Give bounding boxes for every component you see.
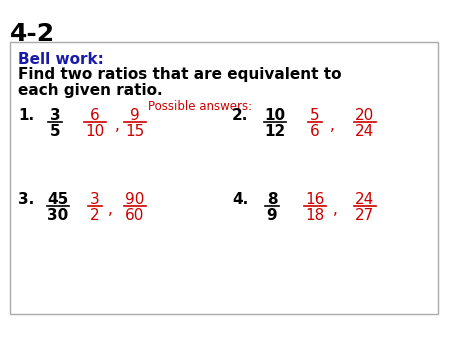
Text: Bell work:: Bell work: (18, 52, 104, 67)
Text: 6: 6 (90, 108, 100, 123)
Text: 5: 5 (50, 124, 60, 139)
Text: 8: 8 (267, 192, 277, 207)
Text: 1.: 1. (18, 108, 34, 123)
Text: each given ratio.: each given ratio. (18, 83, 162, 98)
Text: 16: 16 (305, 192, 325, 207)
Text: 12: 12 (265, 124, 286, 139)
Text: ,: , (333, 202, 338, 217)
Text: 2.: 2. (232, 108, 248, 123)
Text: 24: 24 (356, 124, 374, 139)
Text: 3.: 3. (18, 192, 34, 207)
Text: 4-2: 4-2 (10, 22, 55, 46)
Text: 45: 45 (47, 192, 68, 207)
Text: 6: 6 (310, 124, 320, 139)
Text: 2: 2 (90, 208, 100, 223)
Text: 30: 30 (47, 208, 68, 223)
Text: ,: , (108, 202, 113, 217)
Text: 27: 27 (356, 208, 374, 223)
Text: 3: 3 (90, 192, 100, 207)
Text: 10: 10 (265, 108, 286, 123)
Text: ,: , (330, 118, 335, 133)
Text: 20: 20 (356, 108, 374, 123)
Text: ,: , (115, 118, 120, 133)
Text: 9: 9 (267, 208, 277, 223)
Text: 24: 24 (356, 192, 374, 207)
Text: 60: 60 (125, 208, 145, 223)
Text: 18: 18 (306, 208, 324, 223)
FancyBboxPatch shape (10, 42, 438, 314)
Text: 90: 90 (125, 192, 145, 207)
Text: 10: 10 (86, 124, 104, 139)
Text: 3: 3 (50, 108, 60, 123)
Text: 5: 5 (310, 108, 320, 123)
Text: 15: 15 (126, 124, 144, 139)
Text: Possible answers:: Possible answers: (148, 100, 252, 113)
Text: 9: 9 (130, 108, 140, 123)
Text: 4.: 4. (232, 192, 248, 207)
Text: Find two ratios that are equivalent to: Find two ratios that are equivalent to (18, 67, 342, 82)
